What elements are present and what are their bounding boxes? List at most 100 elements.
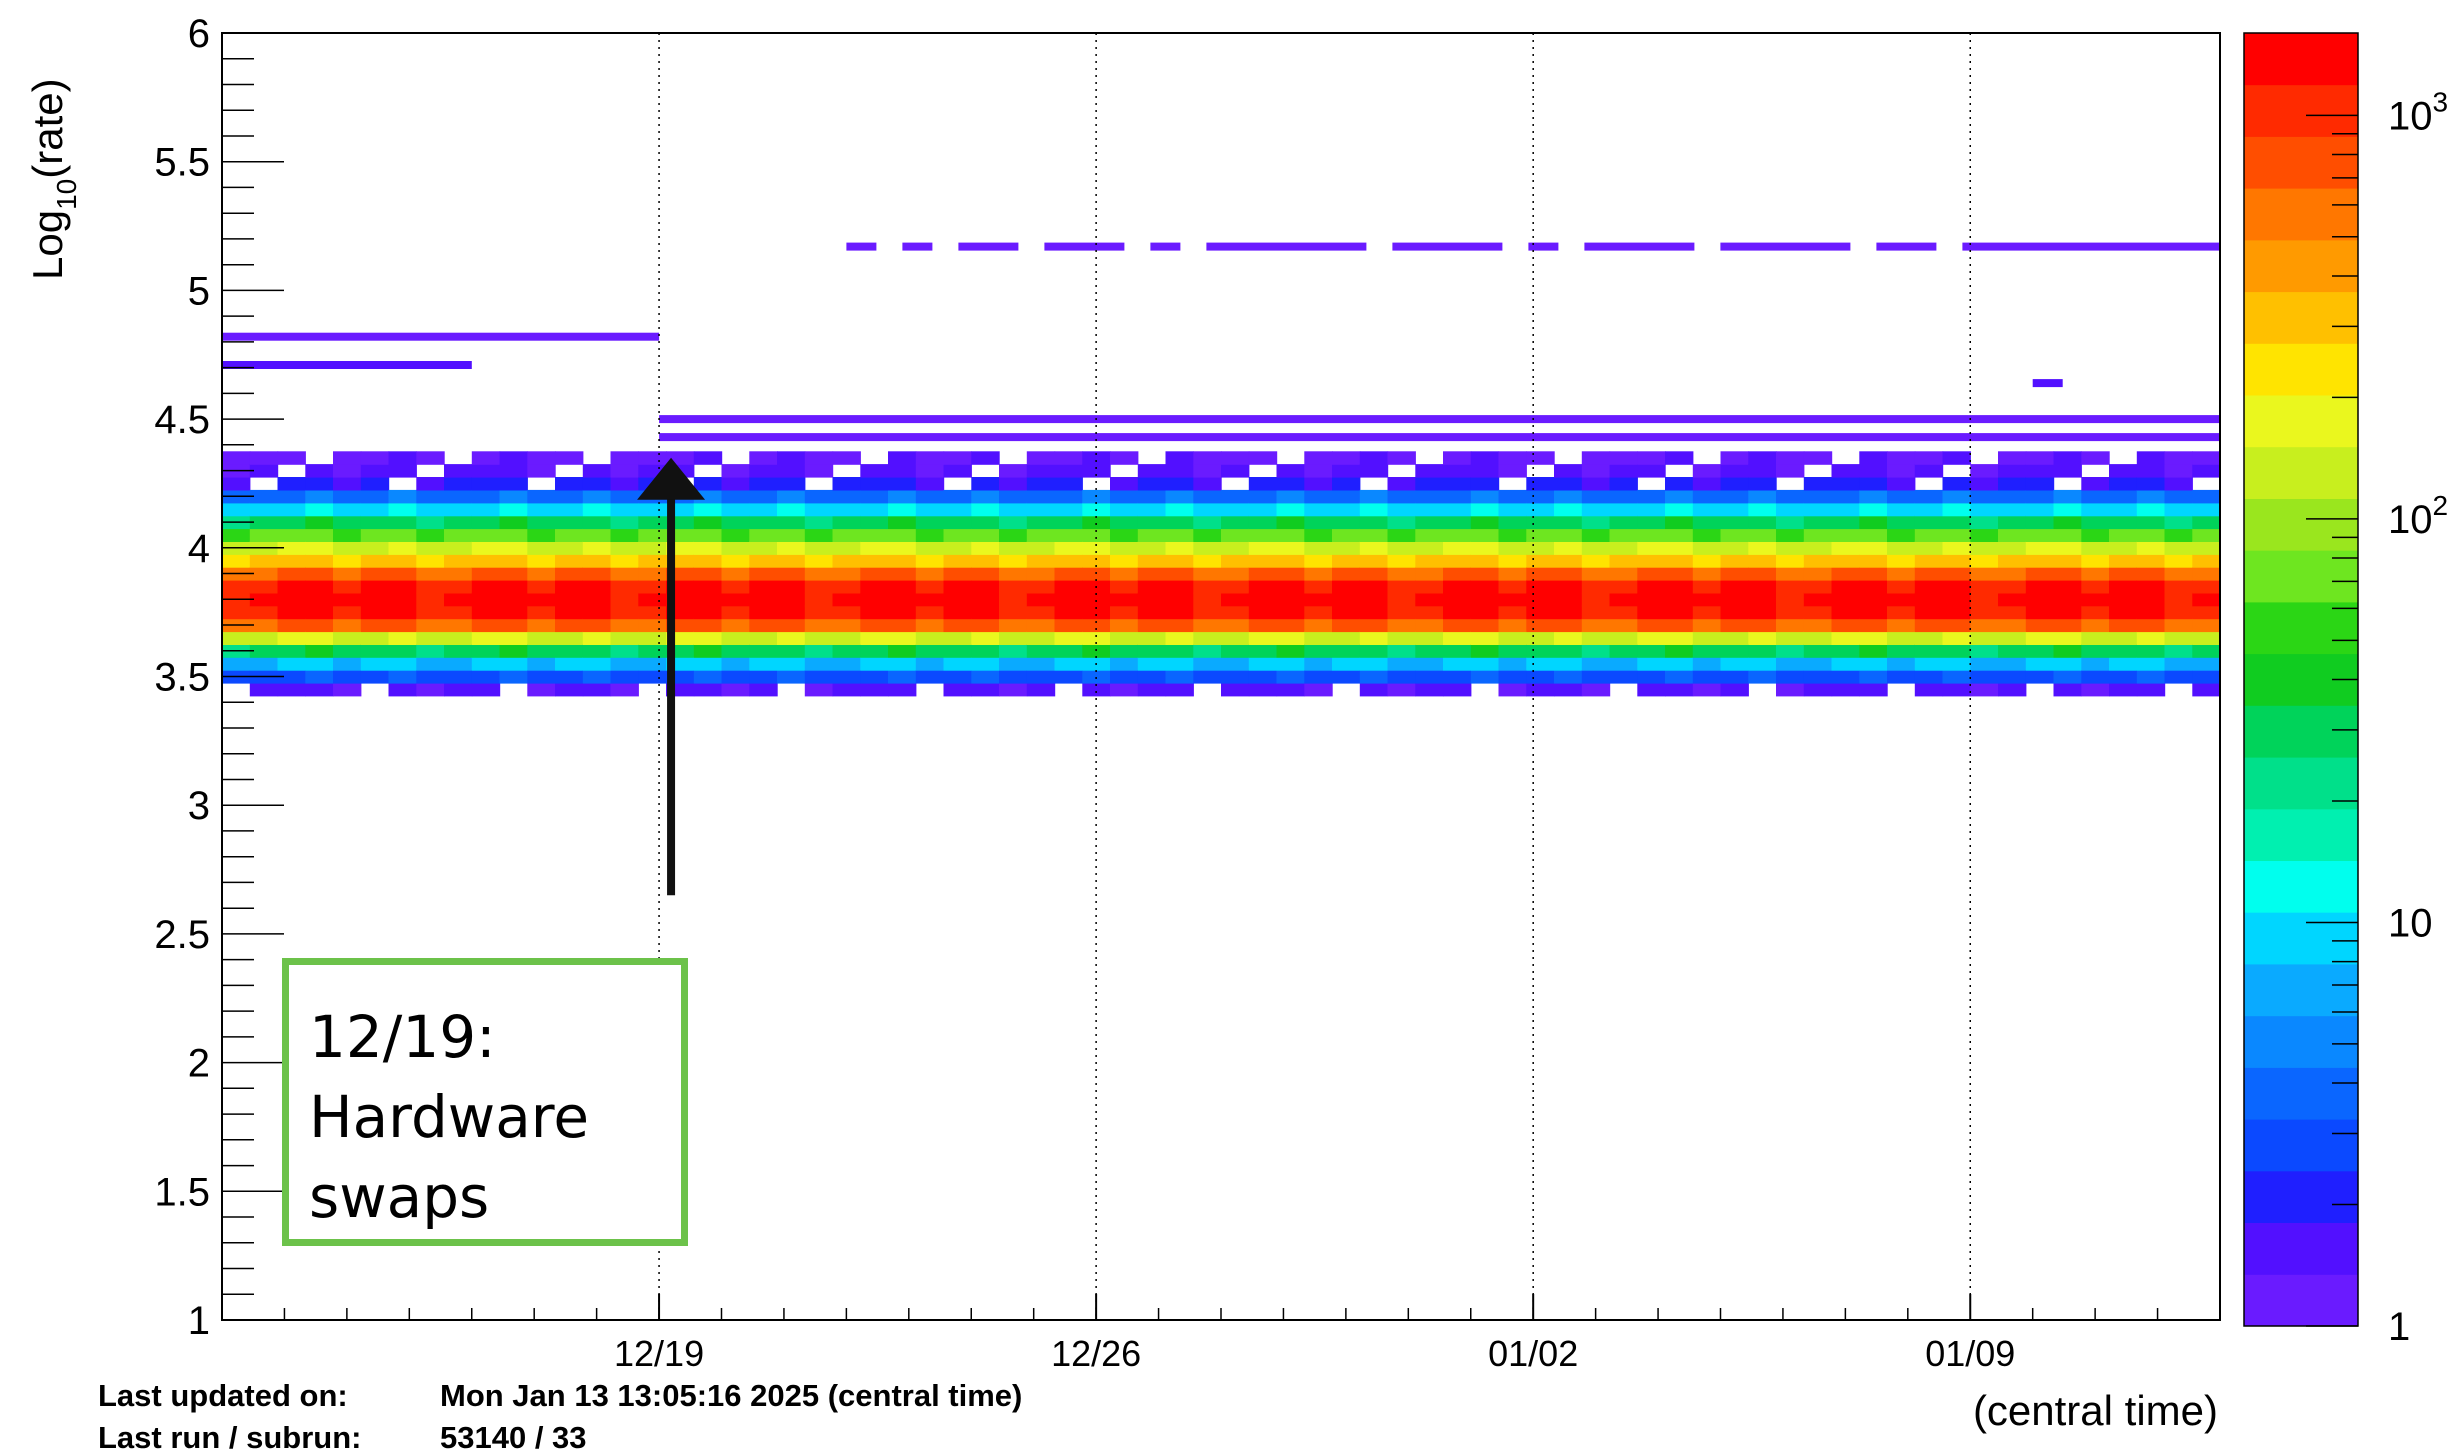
heatmap-cell [1554, 528, 1583, 542]
heatmap-cell [1498, 515, 1527, 530]
heatmap-cell [2192, 464, 2221, 478]
heatmap-cell [582, 631, 612, 645]
heatmap-cell [1304, 592, 1333, 607]
heatmap-cell [388, 489, 417, 504]
heatmap-cell [943, 464, 972, 478]
heatmap-cell [1304, 489, 1333, 504]
heatmap-cell [2136, 515, 2166, 530]
heatmap-cell [610, 528, 639, 542]
heatmap-cell [2025, 580, 2055, 594]
heatmap-cell [1026, 682, 1056, 697]
heatmap-cell [860, 515, 889, 530]
color-scale-segment [2244, 1274, 2358, 1327]
heatmap-cell [1221, 554, 1250, 568]
heatmap-cell [1387, 657, 1416, 671]
heatmap-cell [2164, 592, 2193, 607]
heatmap-cell [1248, 682, 1278, 697]
heatmap-cell [555, 657, 584, 671]
heatmap-cell [971, 567, 1000, 581]
heatmap-cell [1803, 451, 1833, 465]
heatmap-cell [1720, 644, 1749, 658]
heatmap-cell [1692, 528, 1722, 542]
heatmap-cell [915, 670, 945, 684]
heatmap-cell [1082, 605, 1111, 620]
rate-band-segment [1206, 242, 1367, 251]
heatmap-cell [2164, 580, 2193, 594]
heatmap-cell [1026, 657, 1056, 671]
heatmap-cell [555, 477, 584, 491]
heatmap-cell [2164, 657, 2193, 671]
heatmap-cell [1137, 657, 1167, 671]
heatmap-cell [971, 605, 1000, 620]
heatmap-cell [1221, 682, 1250, 697]
heatmap-cell [1831, 464, 1860, 478]
heatmap-cell [1554, 644, 1583, 658]
heatmap-cell [1526, 567, 1555, 581]
heatmap-cell [499, 554, 528, 568]
heatmap-cell [832, 605, 861, 620]
heatmap-cell [1887, 502, 1916, 517]
heatmap-cell [1193, 502, 1222, 517]
heatmap-cell [2109, 528, 2138, 542]
heatmap-cell [1665, 541, 1694, 555]
heatmap-cell [555, 580, 584, 594]
heatmap-cell [360, 567, 390, 581]
heatmap-cell [1831, 670, 1860, 684]
heatmap-cell [1165, 541, 1194, 555]
heatmap-cell [1221, 580, 1250, 594]
heatmap-cell [2164, 502, 2193, 517]
heatmap-cell [416, 477, 445, 491]
heatmap-cell [277, 592, 306, 607]
heatmap-cell [1776, 528, 1805, 542]
heatmap-cell [1387, 554, 1416, 568]
heatmap-cell [777, 580, 806, 594]
heatmap-cell [1193, 554, 1222, 568]
heatmap-cell [860, 489, 889, 504]
heatmap-cell [1276, 541, 1305, 555]
heatmap-cell [2109, 605, 2138, 620]
heatmap-cell [2081, 682, 2110, 697]
heatmap-cell [2053, 515, 2082, 530]
heatmap-cell [832, 592, 861, 607]
heatmap-cell [1137, 592, 1167, 607]
heatmap-cell [1692, 541, 1722, 555]
heatmap-cell [749, 580, 778, 594]
heatmap-cell [444, 541, 473, 555]
heatmap-cell [2081, 528, 2110, 542]
heatmap-cell [388, 657, 417, 671]
heatmap-cell [1332, 618, 1361, 633]
y-tick-label: 2 [188, 1042, 210, 1086]
color-scale-segment [2244, 239, 2358, 293]
heatmap-cell [1082, 592, 1111, 607]
heatmap-cell [1026, 541, 1056, 555]
heatmap-cell [1914, 682, 1944, 697]
heatmap-cell [360, 489, 390, 504]
heatmap-cell [1110, 618, 1139, 633]
heatmap-cell [832, 502, 861, 517]
heatmap-cell [1026, 515, 1056, 530]
heatmap-cell [1914, 618, 1944, 633]
color-scale: 1 10 102 103 [2243, 32, 2448, 1349]
heatmap-cell [2164, 605, 2193, 620]
heatmap-cell [388, 605, 417, 620]
heatmap-cell [693, 618, 723, 633]
heatmap-cell [1942, 451, 1971, 465]
heatmap-cell [2164, 670, 2193, 684]
heatmap-cell [1942, 670, 1971, 684]
heatmap-cell [1165, 515, 1194, 530]
heatmap-cell [1415, 657, 1444, 671]
heatmap-cell [749, 605, 778, 620]
heatmap-cell [1720, 464, 1749, 478]
heatmap-cell [610, 502, 639, 517]
heatmap-cell [1026, 567, 1056, 581]
heatmap-cell [1054, 567, 1083, 581]
heatmap-cell [1526, 515, 1555, 530]
heatmap-cell [1137, 489, 1167, 504]
heatmap-cell [1914, 489, 1944, 504]
heatmap-cell [555, 515, 584, 530]
heatmap-cell [777, 644, 806, 658]
heatmap-cell [249, 528, 279, 542]
heatmap-cell [749, 618, 778, 633]
heatmap-cell [1748, 541, 1777, 555]
heatmap-cell [1193, 618, 1222, 633]
